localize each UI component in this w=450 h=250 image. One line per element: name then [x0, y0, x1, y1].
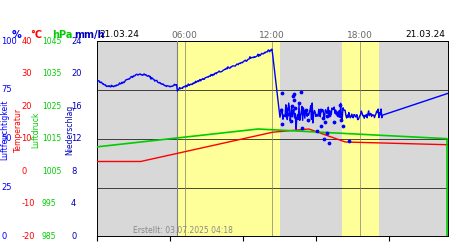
Text: 4: 4	[71, 199, 76, 208]
Text: 995: 995	[42, 199, 57, 208]
Text: 20: 20	[71, 69, 81, 78]
Point	[292, 106, 299, 110]
Text: 985: 985	[42, 232, 56, 241]
Point	[325, 140, 332, 144]
Text: 10: 10	[21, 134, 32, 143]
Text: 24: 24	[71, 37, 81, 46]
Point	[313, 128, 320, 132]
Text: Luftdruck: Luftdruck	[32, 112, 40, 148]
Point	[282, 113, 289, 117]
Text: 0: 0	[21, 167, 27, 176]
Point	[324, 132, 331, 136]
Text: 1025: 1025	[42, 102, 61, 111]
Point	[284, 106, 291, 110]
Point	[278, 91, 285, 95]
Text: 21.03.24: 21.03.24	[99, 30, 139, 39]
Point	[289, 94, 297, 98]
Text: 75: 75	[1, 86, 12, 94]
Point	[345, 138, 352, 142]
Point	[287, 119, 294, 123]
Point	[337, 104, 344, 108]
Text: 12: 12	[71, 134, 81, 143]
Point	[291, 98, 298, 102]
Text: 0: 0	[71, 232, 76, 241]
Text: 1005: 1005	[42, 167, 61, 176]
Point	[317, 124, 324, 128]
Point	[324, 114, 331, 118]
Text: 1015: 1015	[42, 134, 61, 143]
Point	[284, 112, 292, 116]
Point	[339, 124, 346, 128]
Point	[338, 118, 345, 122]
Point	[305, 118, 312, 122]
Text: hPa: hPa	[52, 30, 72, 40]
Bar	[342, 41, 379, 236]
Point	[289, 104, 296, 108]
Point	[291, 92, 298, 96]
Text: Niederschlag: Niederschlag	[65, 105, 74, 155]
Point	[299, 109, 306, 113]
Point	[296, 101, 303, 105]
Point	[321, 137, 328, 141]
Text: 50: 50	[1, 134, 12, 143]
Text: Erstellt: 03.07.2025 04:18: Erstellt: 03.07.2025 04:18	[133, 226, 233, 235]
Point	[297, 90, 304, 94]
Point	[321, 120, 328, 124]
Bar	[177, 41, 279, 236]
Text: 0: 0	[1, 232, 7, 241]
Point	[319, 116, 326, 120]
Point	[334, 113, 341, 117]
Text: 40: 40	[21, 37, 32, 46]
Point	[325, 114, 333, 117]
Point	[278, 108, 285, 112]
Text: -20: -20	[21, 232, 35, 241]
Point	[302, 108, 310, 112]
Text: mm/h: mm/h	[74, 30, 105, 40]
Text: 25: 25	[1, 183, 12, 192]
Text: Luftfeuchtigkeit: Luftfeuchtigkeit	[0, 100, 9, 160]
Text: -10: -10	[21, 199, 35, 208]
Text: 1035: 1035	[42, 69, 61, 78]
Point	[278, 122, 285, 126]
Text: 20: 20	[21, 102, 32, 111]
Text: 16: 16	[71, 102, 82, 111]
Text: 21.03.24: 21.03.24	[405, 30, 446, 39]
Text: %: %	[11, 30, 21, 40]
Text: 1045: 1045	[42, 37, 61, 46]
Text: 100: 100	[1, 37, 17, 46]
Text: °C: °C	[31, 30, 43, 40]
Text: 30: 30	[21, 69, 32, 78]
Text: Temperatur: Temperatur	[14, 108, 22, 152]
Point	[330, 120, 338, 124]
Text: 8: 8	[71, 167, 76, 176]
Point	[299, 126, 306, 130]
